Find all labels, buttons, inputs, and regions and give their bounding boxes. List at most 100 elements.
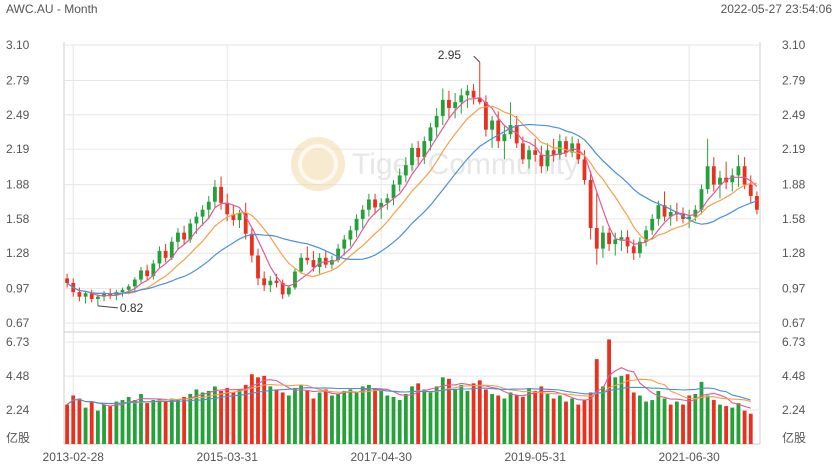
candle-body [718,177,722,185]
volume-bar [631,392,636,444]
candle-body [176,232,180,242]
price-tick-label-right: 0.97 [782,282,806,296]
candle-body [385,198,390,203]
candle-body [268,280,273,286]
candle-body [594,228,599,249]
volume-bar [477,380,482,444]
volume-bar [527,387,531,444]
volume-unit-label-right: 亿股 [782,430,806,445]
volume-bar [428,392,433,444]
candle-body [428,127,433,142]
candle-body [434,115,439,128]
candle-body [354,218,359,231]
candle-body [145,270,150,277]
price-tick-label-left: 2.49 [6,108,30,122]
candle-body [120,289,125,293]
price-tick-label-right: 2.49 [782,108,806,122]
volume-bar [674,401,679,444]
candle-body [693,209,698,217]
candle-body [447,99,451,108]
volume-bar [564,401,568,444]
candle-body [440,99,445,116]
price-tick-label-right: 2.19 [782,142,806,156]
candle-body [286,287,291,295]
volume-bar [385,395,390,444]
volume-bar [502,398,507,444]
volume-bar [471,383,476,444]
volume-bar [206,390,211,444]
candle-body [631,246,636,254]
candle-body [311,260,316,267]
candle-body [83,293,88,297]
volume-bar [231,392,236,444]
candle-body [342,239,347,249]
price-tick-label-left: 2.19 [6,142,30,156]
volume-tick-label-left: 6.73 [6,335,30,349]
candle-body [711,166,716,185]
volume-tick-label-right: 2.24 [782,403,806,417]
volume-bar [613,377,618,444]
candle-body [748,184,753,197]
volume-bar [65,404,69,444]
volume-bar [557,395,562,444]
volume-bar [693,393,698,444]
volume-bar [705,395,710,444]
volume-bar [699,381,704,444]
candle-body [619,237,624,240]
time-tick-label: 2013-02-28 [43,450,105,464]
candle-body [502,134,507,142]
volume-bar [662,398,667,444]
candle-body [151,263,156,277]
candle-body [243,213,248,234]
candle-body [65,278,69,283]
price-tick-label-left: 0.67 [6,316,30,330]
volume-bar [391,397,396,444]
volume-bar [182,397,187,444]
candle-body [742,166,747,185]
volume-bar [256,377,260,444]
volume-unit-label-left: 亿股 [6,430,30,445]
candle-body [459,95,464,103]
volume-bar [637,395,642,444]
candle-body [305,257,310,261]
volume-bar [520,397,525,444]
volume-bar [274,389,279,444]
volume-bar [625,374,630,444]
volume-moving-averages [66,366,751,409]
candle-body [336,248,340,261]
timestamp-label: 2022-05-27 23:54:06 [720,2,832,16]
volume-bar [736,403,741,444]
volume-bar [268,386,273,444]
candle-body [194,216,199,224]
candle-body [274,280,279,283]
volume-bar [71,395,76,444]
candle-body [656,205,661,219]
candle-body [102,293,106,297]
candle-body [89,293,94,299]
volume-bar [169,398,174,444]
price-tick-label-right: 2.79 [782,73,806,87]
candle-body [225,202,230,215]
volume-bar [280,392,285,444]
volume-bar [293,387,297,444]
volume-tick-label-right: 4.48 [782,369,806,383]
volume-bar [114,401,119,444]
volume-bar [619,375,624,444]
price-tick-label-left: 1.58 [6,212,30,226]
volume-bar [354,392,359,444]
volume-tick-label-left: 4.48 [6,369,30,383]
price-tick-label-right: 1.88 [782,178,806,192]
volume-bar [440,377,445,444]
volume-bar [132,400,137,444]
volume-bar [83,407,88,444]
candle-body [126,286,131,290]
candle-body [471,90,476,98]
candle-body [139,270,143,280]
volume-bar [366,384,371,444]
watermark-text: Tiger Community [352,148,579,181]
volume-bar [681,404,685,444]
time-tick-label: 2017-04-30 [351,450,413,464]
time-tick-label: 2015-03-31 [197,450,259,464]
